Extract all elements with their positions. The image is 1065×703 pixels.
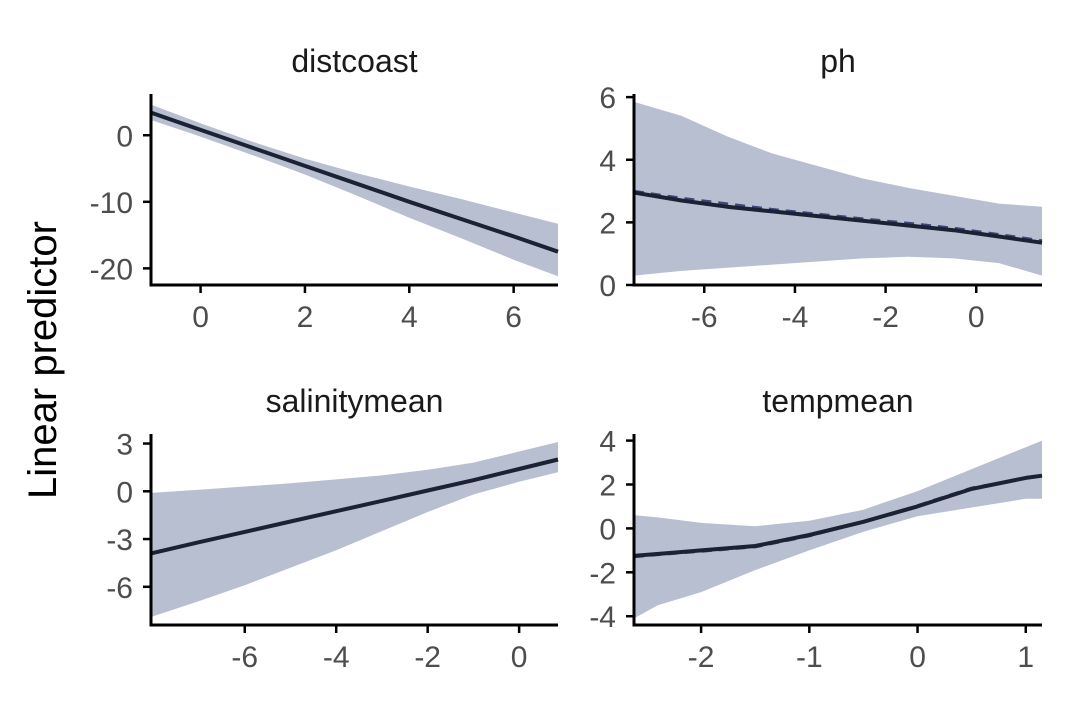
panel-title: ph <box>820 43 856 79</box>
y-tick-label: 6 <box>599 82 616 115</box>
x-tick-label: 1 <box>1017 641 1034 674</box>
fit-line <box>150 110 559 254</box>
y-tick-label: -3 <box>106 524 133 557</box>
x-tick-label: -2 <box>872 301 899 334</box>
x-tick-label: 6 <box>505 301 522 334</box>
panel-tempmean: tempmean -2 -1 0 1 4 2 0 -2 -4 <box>589 383 1043 674</box>
y-axis-title: Linear predictor <box>21 221 65 499</box>
x-tick-label: 2 <box>297 301 314 334</box>
y-tick-label: -20 <box>90 253 133 286</box>
y-tick-label: -6 <box>106 572 133 605</box>
y-tick-label: 3 <box>116 429 133 462</box>
x-tick-label: 4 <box>401 301 418 334</box>
y-tick-label: -4 <box>589 601 616 634</box>
fit-line <box>633 190 1043 245</box>
y-tick-label: -10 <box>90 187 133 220</box>
fit-line <box>633 473 1043 558</box>
x-tick-label: -6 <box>691 301 718 334</box>
panel-title: salinitymean <box>266 383 444 419</box>
y-tick-label: 2 <box>599 469 616 502</box>
y-tick-label: 2 <box>599 207 616 240</box>
panel-ph: ph -6 -4 -2 0 0 2 4 6 <box>599 43 1043 334</box>
confidence-band <box>151 442 558 617</box>
x-tick-label: 0 <box>968 301 985 334</box>
y-tick-label: 0 <box>116 120 133 153</box>
x-tick-label: -4 <box>782 301 809 334</box>
dashed-line <box>633 189 1043 242</box>
x-tick-label: 0 <box>909 641 926 674</box>
y-tick-label: -2 <box>589 557 616 590</box>
confidence-band <box>634 101 1042 276</box>
x-tick-label: -6 <box>231 641 258 674</box>
y-tick-label: 0 <box>599 270 616 303</box>
y-tick-label: 0 <box>116 476 133 509</box>
panel-title: tempmean <box>762 383 913 419</box>
confidence-band <box>151 104 558 277</box>
x-tick-label: 0 <box>192 301 209 334</box>
panel-title: distcoast <box>291 43 417 79</box>
y-tick-label: 4 <box>599 426 616 459</box>
y-tick-label: 0 <box>599 513 616 546</box>
x-tick-label: -4 <box>323 641 350 674</box>
y-tick-label: 4 <box>599 145 616 178</box>
x-tick-label: 0 <box>511 641 528 674</box>
panel-distcoast: distcoast 0 2 4 6 0 -10 -20 <box>90 43 559 334</box>
panel-salinitymean: salinitymean -6 -4 -2 0 3 0 -3 -6 <box>106 383 559 674</box>
x-tick-label: -2 <box>414 641 441 674</box>
fit-line <box>150 457 559 556</box>
x-tick-label: -1 <box>796 641 823 674</box>
x-tick-label: -2 <box>688 641 715 674</box>
